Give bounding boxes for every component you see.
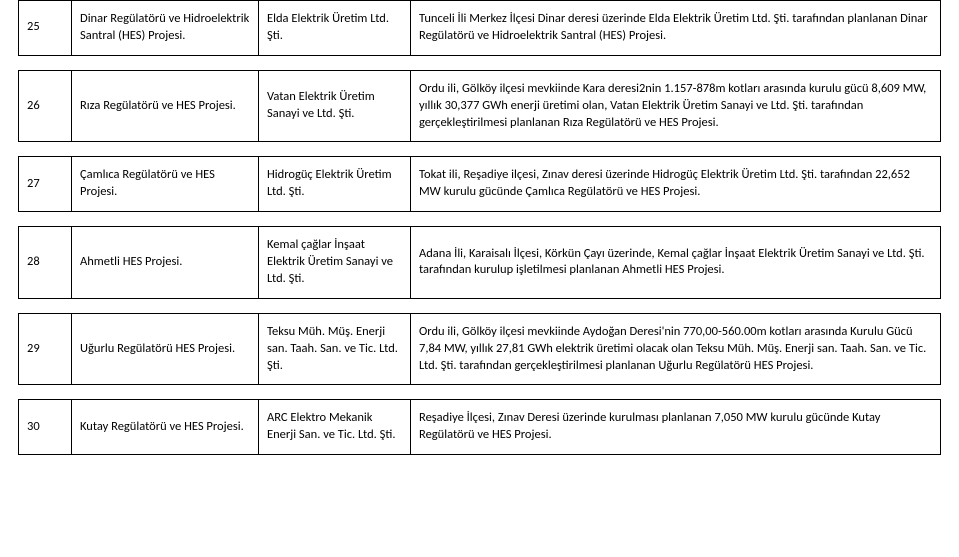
row-number: 30 — [19, 400, 72, 455]
description: Ordu ili, Gölköy ilçesi mevkiinde Aydoğa… — [411, 313, 941, 385]
project-row: 29 Uğurlu Regülatörü HES Projesi. Teksu … — [18, 313, 941, 386]
description: Tokat ili, Reşadiye ilçesi, Zınav deresi… — [411, 157, 941, 212]
project-name: Dinar Regülatörü ve Hidroelektrik Santra… — [72, 1, 259, 56]
row-number: 26 — [19, 70, 72, 142]
project-name: Ahmetli HES Projesi. — [72, 227, 259, 299]
company-name: Kemal çağlar İnşaat Elektrik Üretim Sana… — [259, 227, 411, 299]
company-name: Elda Elektrik Üretim Ltd. Şti. — [259, 1, 411, 56]
project-row: 30 Kutay Regülatörü ve HES Projesi. ARC … — [18, 399, 941, 455]
project-name: Rıza Regülatörü ve HES Projesi. — [72, 70, 259, 142]
row-number: 29 — [19, 313, 72, 385]
company-name: Vatan Elektrik Üretim Sanayi ve Ltd. Şti… — [259, 70, 411, 142]
project-name: Kutay Regülatörü ve HES Projesi. — [72, 400, 259, 455]
row-number: 25 — [19, 1, 72, 56]
project-row: 28 Ahmetli HES Projesi. Kemal çağlar İnş… — [18, 226, 941, 299]
description: Ordu ili, Gölköy ilçesi mevkiinde Kara d… — [411, 70, 941, 142]
description: Adana İli, Karaisalı İlçesi, Körkün Çayı… — [411, 227, 941, 299]
row-number: 27 — [19, 157, 72, 212]
company-name: Teksu Müh. Müş. Enerji san. Taah. San. v… — [259, 313, 411, 385]
project-row: 25 Dinar Regülatörü ve Hidroelektrik San… — [18, 0, 941, 56]
row-number: 28 — [19, 227, 72, 299]
project-row: 26 Rıza Regülatörü ve HES Projesi. Vatan… — [18, 70, 941, 143]
project-name: Uğurlu Regülatörü HES Projesi. — [72, 313, 259, 385]
project-row: 27 Çamlıca Regülatörü ve HES Projesi. Hi… — [18, 156, 941, 212]
company-name: Hidrogüç Elektrik Üretim Ltd. Şti. — [259, 157, 411, 212]
description: Reşadiye İlçesi, Zınav Deresi üzerinde k… — [411, 400, 941, 455]
company-name: ARC Elektro Mekanik Enerji San. ve Tic. … — [259, 400, 411, 455]
project-name: Çamlıca Regülatörü ve HES Projesi. — [72, 157, 259, 212]
description: Tunceli İli Merkez İlçesi Dinar deresi ü… — [411, 1, 941, 56]
